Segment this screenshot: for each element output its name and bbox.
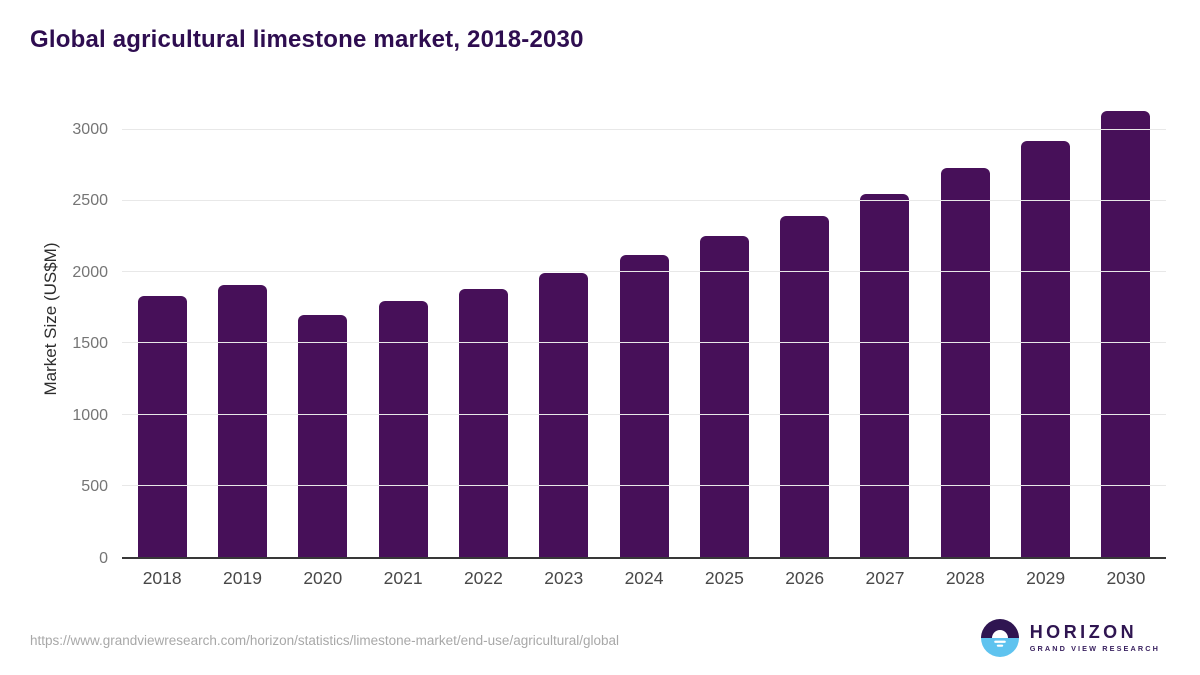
bar-2021 bbox=[378, 300, 428, 557]
gridline-3000 bbox=[122, 128, 1166, 130]
y-tick-label-500: 500 bbox=[81, 478, 108, 496]
bar-2018 bbox=[137, 296, 187, 557]
x-tick-label-2023: 2023 bbox=[544, 568, 584, 588]
x-tick-label-2030: 2030 bbox=[1106, 568, 1146, 588]
bar-2020 bbox=[298, 314, 348, 557]
y-tick-label-2500: 2500 bbox=[72, 192, 108, 210]
plot-area bbox=[122, 101, 1166, 559]
bar-slot-2019 bbox=[202, 101, 282, 557]
bar-slot-2018 bbox=[122, 101, 202, 557]
gridline-2000 bbox=[122, 271, 1166, 272]
x-tick-label-2026: 2026 bbox=[785, 568, 825, 588]
x-tick-label-2025: 2025 bbox=[704, 568, 744, 588]
bar-slot-2027 bbox=[845, 101, 925, 557]
bar-2030 bbox=[1101, 110, 1151, 557]
x-tick-label-2021: 2021 bbox=[383, 568, 423, 588]
chart-title: Global agricultural limestone market, 20… bbox=[30, 26, 584, 53]
bar-slot-2020 bbox=[283, 101, 363, 557]
horizon-logo: HORIZON GRAND VIEW RESEARCH bbox=[980, 618, 1160, 658]
x-tick-label-2027: 2027 bbox=[865, 568, 905, 588]
bar-2029 bbox=[1021, 140, 1071, 557]
horizon-logo-icon bbox=[980, 619, 1019, 657]
bar-2027 bbox=[860, 193, 910, 557]
logo-subtitle: GRAND VIEW RESEARCH bbox=[1029, 644, 1160, 654]
x-tick-label-2022: 2022 bbox=[463, 568, 503, 588]
x-tick-label-2019: 2019 bbox=[223, 568, 262, 588]
x-tick-label-2018: 2018 bbox=[142, 568, 182, 588]
gridline-500 bbox=[122, 484, 1166, 486]
bar-slot-2022 bbox=[443, 101, 523, 557]
bar-2022 bbox=[458, 289, 508, 557]
y-tick-label-3000: 3000 bbox=[72, 120, 108, 138]
bar-series bbox=[122, 101, 1166, 557]
bar-slot-2025 bbox=[684, 101, 764, 557]
bar-2019 bbox=[217, 284, 267, 557]
y-axis: 0 500 1000 1500 2000 2500 3000 bbox=[0, 101, 108, 567]
x-tick-label-2024: 2024 bbox=[624, 568, 664, 588]
x-axis: 2018 2019 2020 2021 2022 2023 2024 2025 2026 2027… bbox=[122, 568, 1166, 589]
bar-slot-2023 bbox=[524, 101, 604, 557]
bar-2023 bbox=[539, 273, 589, 557]
gridline-1000 bbox=[122, 413, 1166, 415]
bar-slot-2026 bbox=[765, 101, 845, 557]
x-tick-label-2020: 2020 bbox=[303, 568, 343, 588]
logo-wordmark: HORIZON bbox=[1029, 621, 1138, 642]
bar-2028 bbox=[940, 167, 990, 557]
x-tick-label-2028: 2028 bbox=[945, 568, 985, 588]
gridline-2500 bbox=[122, 199, 1166, 201]
bar-slot-2024 bbox=[604, 101, 684, 557]
gridline-1500 bbox=[122, 342, 1166, 344]
bar-2026 bbox=[780, 216, 830, 557]
logo-text: HORIZON GRAND VIEW RESEARCH bbox=[1029, 621, 1160, 654]
y-tick-label-2000: 2000 bbox=[72, 263, 108, 281]
bar-slot-2028 bbox=[925, 101, 1005, 557]
bar-slot-2021 bbox=[363, 101, 443, 557]
bar-2025 bbox=[699, 236, 749, 557]
y-tick-label-0: 0 bbox=[99, 550, 108, 567]
y-tick-label-1500: 1500 bbox=[72, 335, 108, 353]
y-tick-label-1000: 1000 bbox=[72, 406, 108, 424]
bar-2024 bbox=[619, 254, 669, 557]
bar-slot-2029 bbox=[1005, 101, 1085, 557]
bar-slot-2030 bbox=[1086, 101, 1166, 557]
x-tick-label-2029: 2029 bbox=[1026, 568, 1066, 588]
source-url: https://www.grandviewresearch.com/horizo… bbox=[30, 633, 620, 648]
